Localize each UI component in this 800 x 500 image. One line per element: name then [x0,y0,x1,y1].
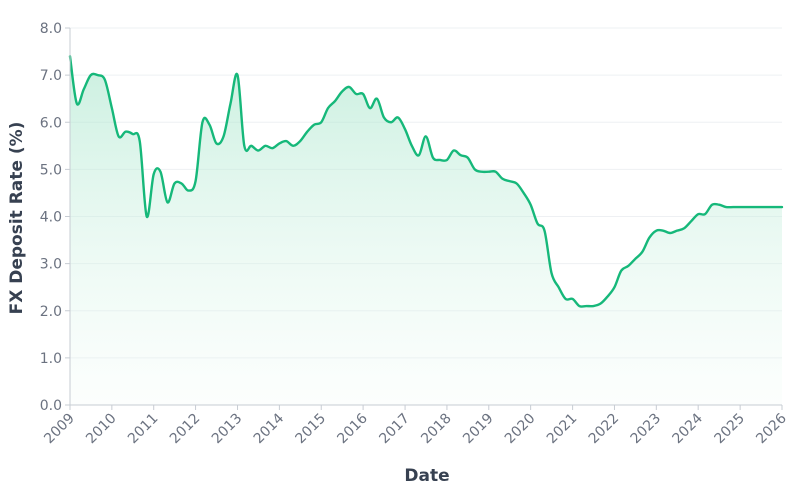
y-axis-ticks: 0.0 1.0 2.0 3.0 4.0 5.0 6.0 7.0 8.0 [40,21,70,414]
x-tick-label: 2016 [334,410,371,447]
x-tick-label: 2026 [753,410,790,447]
y-tick-label: 0.0 [40,398,62,414]
x-tick-label: 2023 [628,411,665,448]
x-axis-ticks: 2009 2010 2011 2012 2013 2014 2015 2016 2017 2018… [41,405,790,447]
x-tick-label: 2017 [376,411,413,448]
y-axis-title: FX Deposit Rate (%) [7,122,27,315]
x-tick-label: 2015 [293,411,330,448]
y-tick-label: 7.0 [40,68,62,84]
y-tick-label: 8.0 [40,21,62,37]
y-tick-label: 6.0 [40,115,62,131]
x-tick-label: 2020 [502,411,539,448]
x-tick-label: 2019 [460,411,497,448]
x-tick-label: 2025 [711,411,748,448]
x-tick-label: 2010 [83,411,120,448]
x-tick-label: 2013 [209,411,246,448]
x-tick-label: 2024 [669,410,706,447]
y-tick-label: 5.0 [40,162,62,178]
y-tick-label: 4.0 [40,210,62,226]
x-tick-label: 2022 [586,411,623,448]
y-tick-label: 2.0 [40,304,62,320]
x-tick-label: 2009 [41,411,78,448]
x-tick-label: 2014 [251,410,288,447]
x-tick-label: 2018 [418,411,455,448]
x-tick-label: 2011 [125,411,162,448]
x-axis-title: Date [404,466,449,486]
series-area [70,56,782,406]
y-tick-label: 1.0 [40,351,62,367]
series-line [68,55,784,308]
y-tick-label: 3.0 [40,257,62,273]
x-tick-label: 2012 [167,411,204,448]
area-layer [70,56,782,406]
x-tick-label: 2021 [544,411,581,448]
line-layer [68,55,784,308]
